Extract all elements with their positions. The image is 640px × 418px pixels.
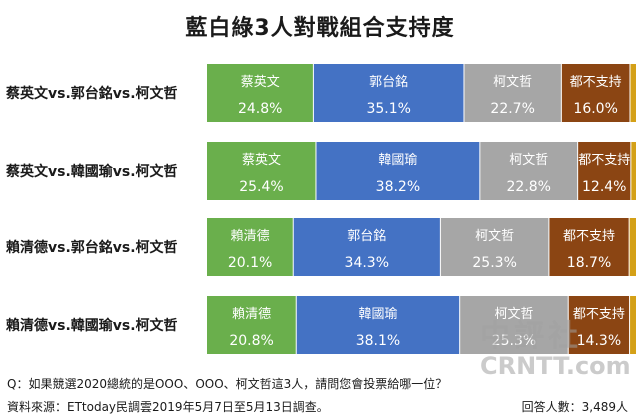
segment-name-label: 都不支持 <box>563 229 615 244</box>
segment-divider <box>628 218 630 276</box>
segment-name-label: 郭台銘 <box>369 74 408 90</box>
segment-value-label: 14.3% <box>577 333 621 349</box>
segment-name-label: 柯文哲 <box>494 307 533 322</box>
segment-value-label: 12.4% <box>582 179 626 195</box>
bar-segment <box>561 64 630 122</box>
bar-segment <box>459 296 569 354</box>
segment-name-label: 柯文哲 <box>475 229 514 244</box>
survey-question: Q：如果競選2020總統的是OOO、OOO、柯文哲這3人，請問您會投票給哪一位？ <box>7 377 448 391</box>
stacked-bar-chart: 蔡英文vs.郭台銘vs.柯文哲蔡英文24.8%郭台銘35.1%柯文哲22.7%都… <box>5 64 636 354</box>
bar-segment <box>313 64 464 122</box>
chart-title: 藍白綠3人對戰組合支持度 <box>185 16 455 41</box>
segment-divider <box>439 218 441 276</box>
bar-segment <box>207 142 316 200</box>
segment-value-label: 20.1% <box>228 255 272 271</box>
watermark-line-2: CRNTT.com <box>480 352 631 380</box>
bar-segment <box>296 296 460 354</box>
segment-value-label: 38.2% <box>376 179 420 195</box>
segment-name-label: 柯文哲 <box>493 75 532 90</box>
segment-divider <box>312 64 314 122</box>
segment-name-label: 蔡英文 <box>242 153 281 168</box>
segment-divider <box>463 64 465 122</box>
segment-value-label: 25.3% <box>472 255 516 271</box>
segment-value-label: 22.8% <box>507 179 551 195</box>
segment-divider <box>479 142 481 200</box>
segment-divider <box>630 142 632 200</box>
row-label: 賴清德vs.韓國瑜vs.柯文哲 <box>6 317 178 334</box>
segment-divider <box>315 142 317 200</box>
watermark-line-1: 中評社 <box>480 319 582 354</box>
bar-segment <box>207 296 297 354</box>
watermark-logo: 中評社 CRNTT.com <box>480 319 631 380</box>
segment-divider <box>548 218 550 276</box>
segment-name-label: 韓國瑜 <box>378 153 417 168</box>
segment-name-label: 都不支持 <box>570 75 622 90</box>
segment-divider <box>295 296 297 354</box>
bar-segment <box>293 218 441 276</box>
segment-divider <box>577 142 579 200</box>
segment-divider <box>567 296 569 354</box>
segment-value-label: 35.1% <box>366 101 410 117</box>
segment-value-label: 38.1% <box>356 333 400 349</box>
segment-value-label: 25.3% <box>492 333 536 349</box>
segment-name-label: 都不支持 <box>578 153 630 168</box>
segment-divider <box>629 296 631 354</box>
segment-divider <box>560 64 562 122</box>
segment-name-label: 都不支持 <box>573 307 625 322</box>
bar-segment <box>568 296 630 354</box>
segment-divider <box>459 296 461 354</box>
bar-segment <box>630 142 636 200</box>
bar-segment <box>315 142 480 200</box>
bar-segment <box>207 64 314 122</box>
row-label: 蔡英文vs.韓國瑜vs.柯文哲 <box>5 163 178 180</box>
bar-segment <box>548 218 630 276</box>
bar-segment <box>629 64 636 122</box>
segment-value-label: 25.4% <box>239 179 283 195</box>
segment-name-label: 韓國瑜 <box>358 307 397 322</box>
segment-name-label: 柯文哲 <box>509 153 548 168</box>
respondent-count: 回答人數：3,489人 <box>521 400 628 414</box>
bar-segment <box>479 142 578 200</box>
segment-value-label: 20.8% <box>229 333 273 349</box>
segment-divider <box>292 218 294 276</box>
bar-segment <box>463 64 562 122</box>
segment-value-label: 18.7% <box>567 255 611 271</box>
segment-value-label: 22.7% <box>490 101 534 117</box>
segment-name-label: 賴清德 <box>232 307 271 322</box>
bar-segment <box>440 218 549 276</box>
bar-segment <box>207 218 294 276</box>
segment-name-label: 郭台銘 <box>347 228 386 244</box>
bar-segment <box>577 142 631 200</box>
row-label: 蔡英文vs.郭台銘vs.柯文哲 <box>5 85 178 102</box>
segment-value-label: 34.3% <box>345 255 389 271</box>
segment-name-label: 賴清德 <box>231 229 270 244</box>
bar-segment <box>629 218 636 276</box>
bar-segment <box>629 296 636 354</box>
segment-value-label: 24.8% <box>238 101 282 117</box>
data-source: 資料來源：ETtoday民調雲2019年5月7日至5月13日調查。 <box>7 400 329 414</box>
row-label: 賴清德vs.郭台銘vs.柯文哲 <box>6 239 178 256</box>
segment-value-label: 16.0% <box>573 101 617 117</box>
segment-divider <box>629 64 631 122</box>
segment-name-label: 蔡英文 <box>241 75 280 90</box>
